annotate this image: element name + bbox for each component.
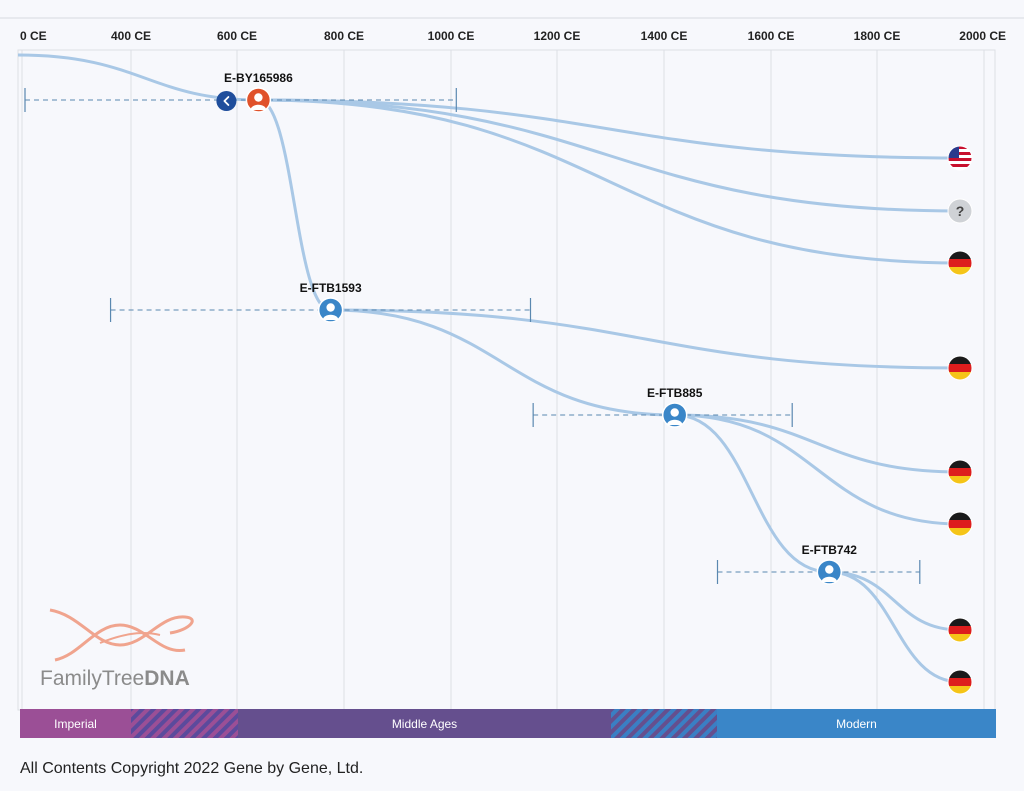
axis-tick-label: 400 CE (111, 29, 151, 43)
era-label: Imperial (54, 717, 97, 731)
person-icon[interactable] (816, 559, 843, 585)
question-mark-icon[interactable]: ? (947, 198, 973, 224)
person-icon[interactable] (317, 297, 344, 323)
germany-flag-icon[interactable] (947, 250, 973, 276)
node-label: E-FTB885 (647, 386, 703, 400)
branch-line (674, 413, 961, 526)
branch-line (258, 98, 961, 213)
grid-lines (21, 50, 985, 710)
plot-area (17, 49, 996, 711)
logo-text-main: FamilyTree (40, 667, 144, 690)
branch-line (674, 413, 961, 474)
confidence-intervals (24, 88, 921, 584)
axis-tick-label: 0 CE (20, 29, 47, 43)
unknown-country-symbol: ? (956, 203, 965, 219)
branch-line (258, 98, 961, 160)
haplogroup-node[interactable]: E-FTB885 (647, 386, 703, 428)
era-label: Modern (836, 717, 877, 731)
axis-tick-label: 1800 CE (854, 29, 901, 43)
person-icon[interactable] (245, 87, 272, 113)
time-axis: 0 CE 400 CE 600 CE 800 CE 1000 CE 1200 CE 1400… (20, 29, 1006, 43)
era-middle-ages: Middle Ages (238, 709, 611, 738)
familytreedna-logo: FamilyTreeDNA (40, 608, 194, 690)
axis-tick-label: 800 CE (324, 29, 364, 43)
haplogroup-node[interactable]: E-FTB1593 (300, 281, 362, 323)
chevron-left-icon[interactable] (216, 91, 237, 111)
era-imperial: Imperial (20, 709, 131, 738)
axis-tick-label: 600 CE (217, 29, 257, 43)
era-modern: Modern (717, 709, 996, 738)
era-band: Imperial Middle Ages Modern (20, 709, 996, 738)
germany-flag-icon[interactable] (947, 617, 973, 643)
branch-line (258, 98, 332, 312)
haplogroup-node[interactable]: E-FTB742 (802, 543, 858, 585)
branch-line (829, 570, 961, 632)
person-icon[interactable] (661, 402, 688, 428)
germany-flag-icon[interactable] (947, 459, 973, 485)
us-flag-icon[interactable] (947, 145, 973, 171)
axis-tick-label: 1200 CE (534, 29, 581, 43)
era-transition (611, 709, 717, 738)
svg-text:FamilyTreeDNA: FamilyTreeDNA (40, 667, 190, 690)
branch-line (330, 308, 675, 417)
leaf-markers: ? (947, 145, 973, 695)
logo-text-bold: DNA (144, 667, 190, 690)
branch-line (829, 570, 961, 684)
era-transition (131, 709, 238, 738)
haplogroup-node[interactable]: E-BY165986 (224, 71, 293, 113)
copyright-notice: All Contents Copyright 2022 Gene by Gene… (20, 760, 364, 777)
era-label: Middle Ages (392, 717, 457, 731)
haplogroup-nodes: E-BY165986 E-FTB1593 E-FTB885 E-FTB742 (216, 71, 858, 585)
confidence-interval (24, 88, 457, 112)
germany-flag-icon[interactable] (947, 355, 973, 381)
branch-line (258, 98, 961, 265)
node-label: E-BY165986 (224, 71, 293, 85)
germany-flag-icon[interactable] (947, 511, 973, 537)
axis-tick-label: 1000 CE (428, 29, 475, 43)
germany-flag-icon[interactable] (947, 669, 973, 695)
branch-line (330, 308, 961, 370)
axis-tick-label: 1600 CE (748, 29, 795, 43)
axis-tick-label: 2000 CE (959, 29, 1006, 43)
node-label: E-FTB1593 (300, 281, 362, 295)
branch-line (674, 413, 830, 574)
node-label: E-FTB742 (802, 543, 858, 557)
branch-lines (17, 53, 961, 684)
axis-tick-label: 1400 CE (641, 29, 688, 43)
haplogroup-time-tree: 0 CE 400 CE 600 CE 800 CE 1000 CE 1200 CE 1400… (0, 17, 1024, 738)
